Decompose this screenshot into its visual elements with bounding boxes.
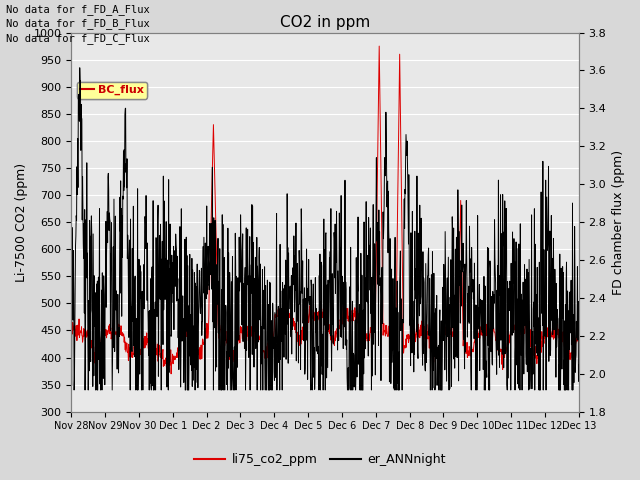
Text: No data for f_FD_C_Flux: No data for f_FD_C_Flux — [6, 33, 150, 44]
Legend: li75_co2_ppm, er_ANNnight: li75_co2_ppm, er_ANNnight — [189, 448, 451, 471]
Text: No data for f_FD_B_Flux: No data for f_FD_B_Flux — [6, 18, 150, 29]
Y-axis label: Li-7500 CO2 (ppm): Li-7500 CO2 (ppm) — [15, 163, 28, 282]
Title: CO2 in ppm: CO2 in ppm — [280, 15, 370, 30]
Text: No data for f_FD_A_Flux: No data for f_FD_A_Flux — [6, 4, 150, 15]
Legend: BC_flux: BC_flux — [77, 82, 147, 99]
Y-axis label: FD chamber flux (ppm): FD chamber flux (ppm) — [612, 150, 625, 295]
